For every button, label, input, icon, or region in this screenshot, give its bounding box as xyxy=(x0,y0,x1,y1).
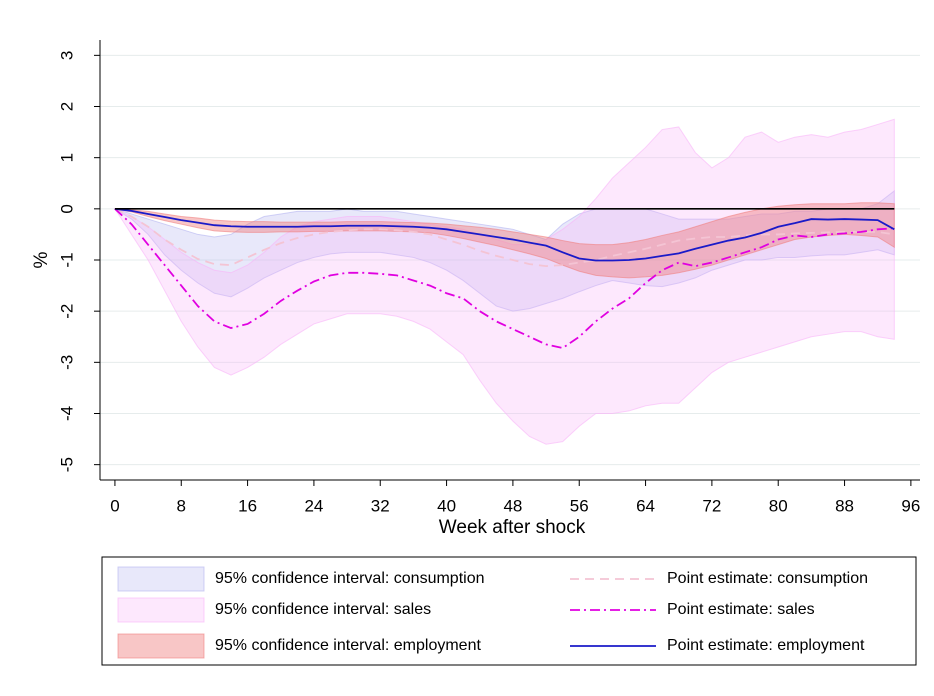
x-tick-label: 72 xyxy=(702,496,721,515)
x-tick-label: 88 xyxy=(835,496,854,515)
y-tick-label: 2 xyxy=(57,102,76,111)
y-axis-label: % xyxy=(31,251,52,268)
y-tick-label: -4 xyxy=(57,406,76,421)
legend-label: 95% confidence interval: sales xyxy=(215,601,431,618)
x-tick-label: 64 xyxy=(636,496,655,515)
y-tick-label: -2 xyxy=(57,304,76,319)
estimate-line xyxy=(114,207,895,262)
x-tick-label: 0 xyxy=(110,496,119,515)
estimate-line xyxy=(114,208,895,349)
x-tick-label: 32 xyxy=(371,496,390,515)
legend-swatch xyxy=(117,597,205,623)
legend-swatch xyxy=(117,633,205,659)
legend-label: Point estimate: sales xyxy=(667,601,815,618)
y-tick-label: -3 xyxy=(57,355,76,370)
x-tick-label: 56 xyxy=(570,496,589,515)
x-tick-label: 40 xyxy=(437,496,456,515)
x-tick-label: 16 xyxy=(238,496,257,515)
x-tick-label: 80 xyxy=(769,496,788,515)
legend-box xyxy=(101,556,917,666)
legend-label: Point estimate: consumption xyxy=(667,570,868,587)
legend-swatch xyxy=(117,566,205,592)
x-axis-label: Week after shock xyxy=(439,517,586,538)
y-tick-label: -5 xyxy=(57,457,76,472)
legend-label: 95% confidence interval: consumption xyxy=(215,570,485,587)
y-tick-label: 0 xyxy=(57,204,76,213)
legend-label: 95% confidence interval: employment xyxy=(215,637,481,654)
y-tick-label: 3 xyxy=(57,51,76,60)
confidence-band xyxy=(114,202,895,279)
estimate-line xyxy=(114,208,895,268)
x-tick-label: 24 xyxy=(304,496,323,515)
y-tick-label: -1 xyxy=(57,252,76,267)
x-tick-label: 8 xyxy=(177,496,186,515)
x-tick-label: 48 xyxy=(503,496,522,515)
x-tick-label: 96 xyxy=(901,496,920,515)
y-tick-label: 1 xyxy=(57,153,76,162)
legend-label: Point estimate: employment xyxy=(667,637,865,654)
